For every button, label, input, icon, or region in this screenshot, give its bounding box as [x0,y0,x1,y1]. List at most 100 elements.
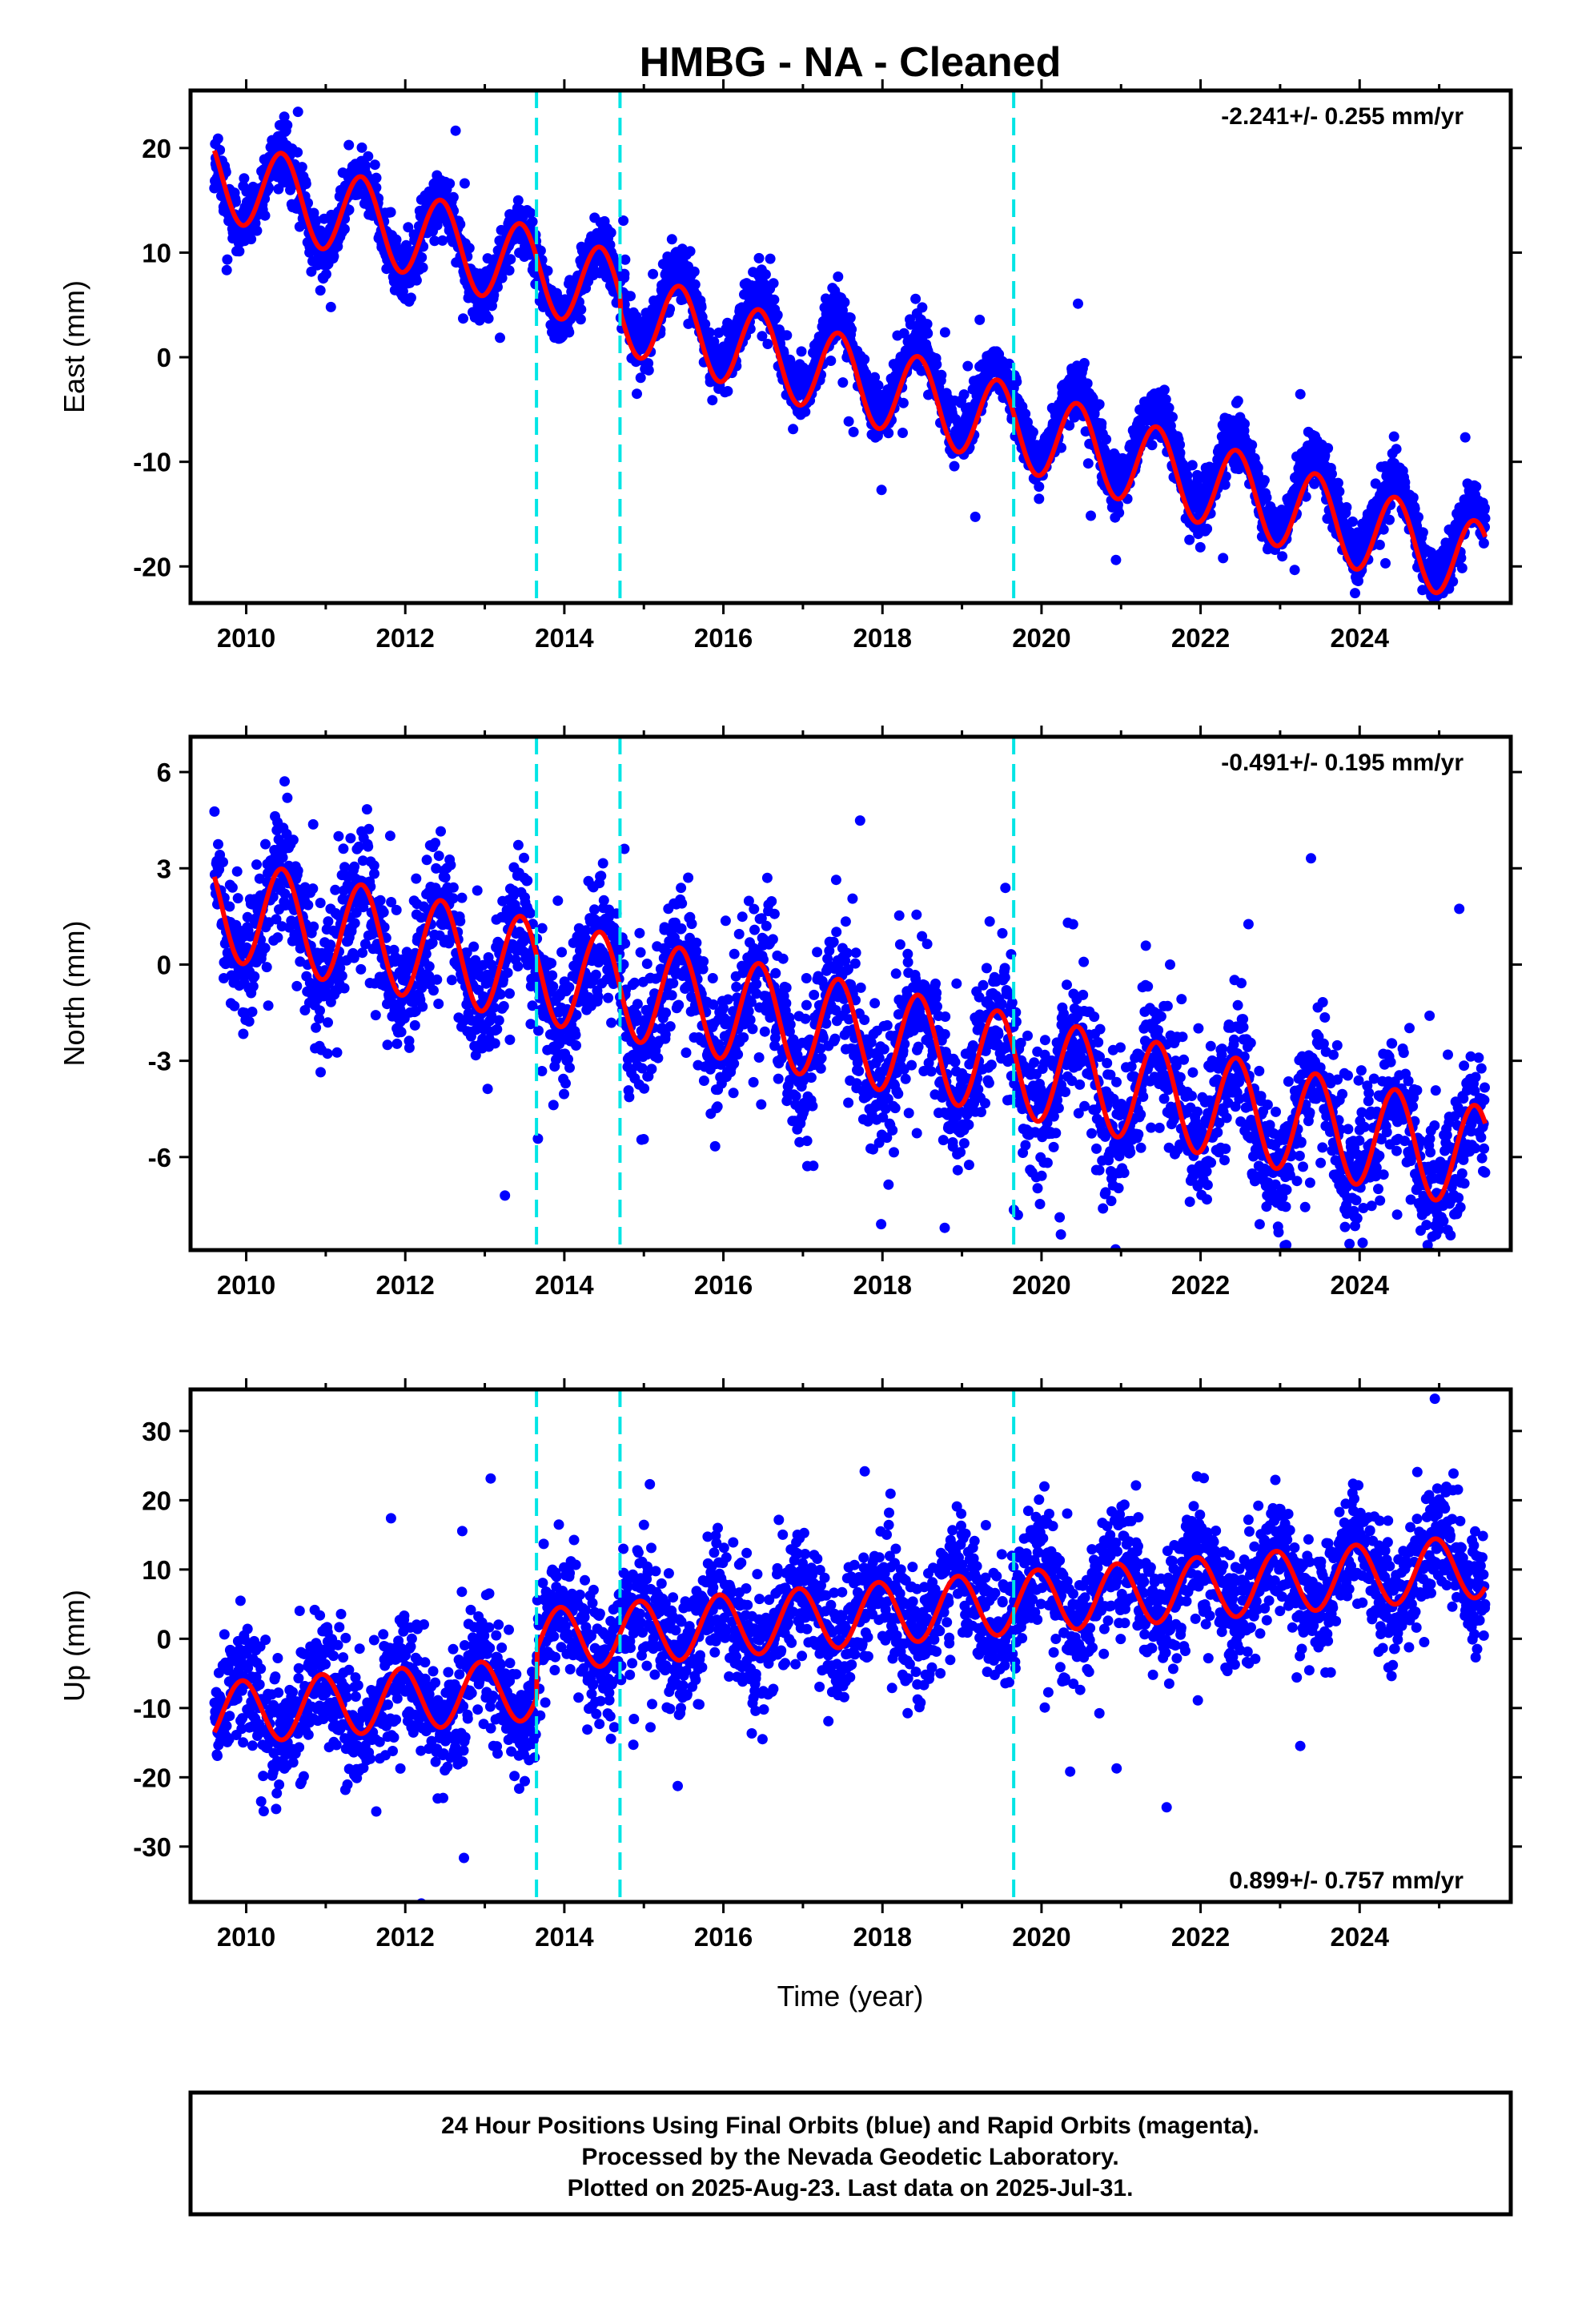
data-point [234,246,245,257]
data-point [974,314,986,325]
data-point [1082,378,1093,389]
data-point [1034,481,1045,493]
data-point [781,330,793,341]
data-point [363,841,374,852]
data-point [619,268,630,279]
data-point [837,377,849,388]
data-point [512,195,524,206]
x-tick-label: 2010 [217,623,275,653]
data-point [1239,418,1250,429]
data-point [209,806,220,817]
data-point [910,293,921,304]
data-point [239,173,250,184]
data-point [685,246,696,257]
data-point [498,1001,509,1011]
chart-title: HMBG - NA - Cleaned [640,39,1062,86]
data-point [922,328,934,339]
data-point [224,901,235,912]
data-point [696,302,707,312]
data-point [229,1000,240,1011]
data-point [1020,408,1031,420]
data-point [345,833,356,844]
data-point [391,234,402,245]
data-point [1332,477,1343,489]
data-point [455,219,466,230]
data-point [363,151,374,162]
data-point [876,485,887,496]
data-point [833,271,844,282]
data-point [522,875,533,887]
data-point [1163,402,1174,413]
data-point [1160,394,1171,405]
data-point [282,792,293,803]
data-point [762,339,773,349]
data-point [212,133,223,144]
data-point [1004,358,1014,369]
data-point [1456,562,1468,573]
data-point [251,225,263,236]
data-point [504,988,515,999]
data-point [873,380,884,391]
data-point [356,142,367,153]
data-point [1447,576,1459,587]
data-point [433,999,444,1009]
data-point [788,424,799,435]
data-point [238,1028,249,1039]
data-point [635,372,646,384]
data-point [1174,439,1186,450]
data-point [525,207,536,219]
data-point [456,892,468,903]
data-point [246,234,257,245]
data-point [445,859,456,870]
data-point [421,854,432,866]
data-point [897,397,909,408]
data-point [843,416,854,427]
data-point [369,159,380,171]
data-point [1082,458,1094,469]
data-point [417,262,428,273]
data-point [931,359,942,370]
data-point [1456,553,1467,564]
data-point [1146,440,1158,451]
data-point [632,388,642,400]
data-point [259,210,271,221]
data-point [1195,541,1206,553]
data-point [1064,420,1075,431]
data-point [251,859,262,870]
data-point [331,1047,343,1058]
data-point [243,1016,255,1027]
data-point [349,918,360,929]
data-point [315,1005,325,1016]
data-point [897,428,908,438]
data-point [1341,502,1352,513]
data-point [1247,440,1258,451]
data-point [448,882,459,893]
data-point [483,313,494,324]
data-point [512,961,524,972]
data-point [970,511,981,522]
data-point [757,331,768,342]
x-tick-label: 2014 [535,623,594,653]
data-point [459,178,470,189]
rate-label: -2.241+/- 0.255 mm/yr [1221,103,1464,130]
data-point [772,309,783,320]
data-point [279,111,290,123]
data-point [450,125,461,136]
east-panel: 2010 2012 2014 2016 2018 2020 2022 2024-20-1001… [58,79,1522,653]
data-point [958,389,970,400]
data-point [315,1067,326,1078]
data-point [666,234,677,245]
data-point [333,830,344,842]
data-point [512,839,524,850]
data-point [391,1038,403,1049]
data-point [436,826,446,837]
plot-area [209,776,1491,1250]
data-point [429,235,440,247]
plot-frame [188,88,1513,605]
data-point [1110,554,1122,565]
data-point [384,830,396,842]
data-point [1182,470,1193,481]
data-point [575,314,586,325]
x-axis: 2010 2012 2014 2016 2018 2020 2022 2024 [217,79,1441,653]
